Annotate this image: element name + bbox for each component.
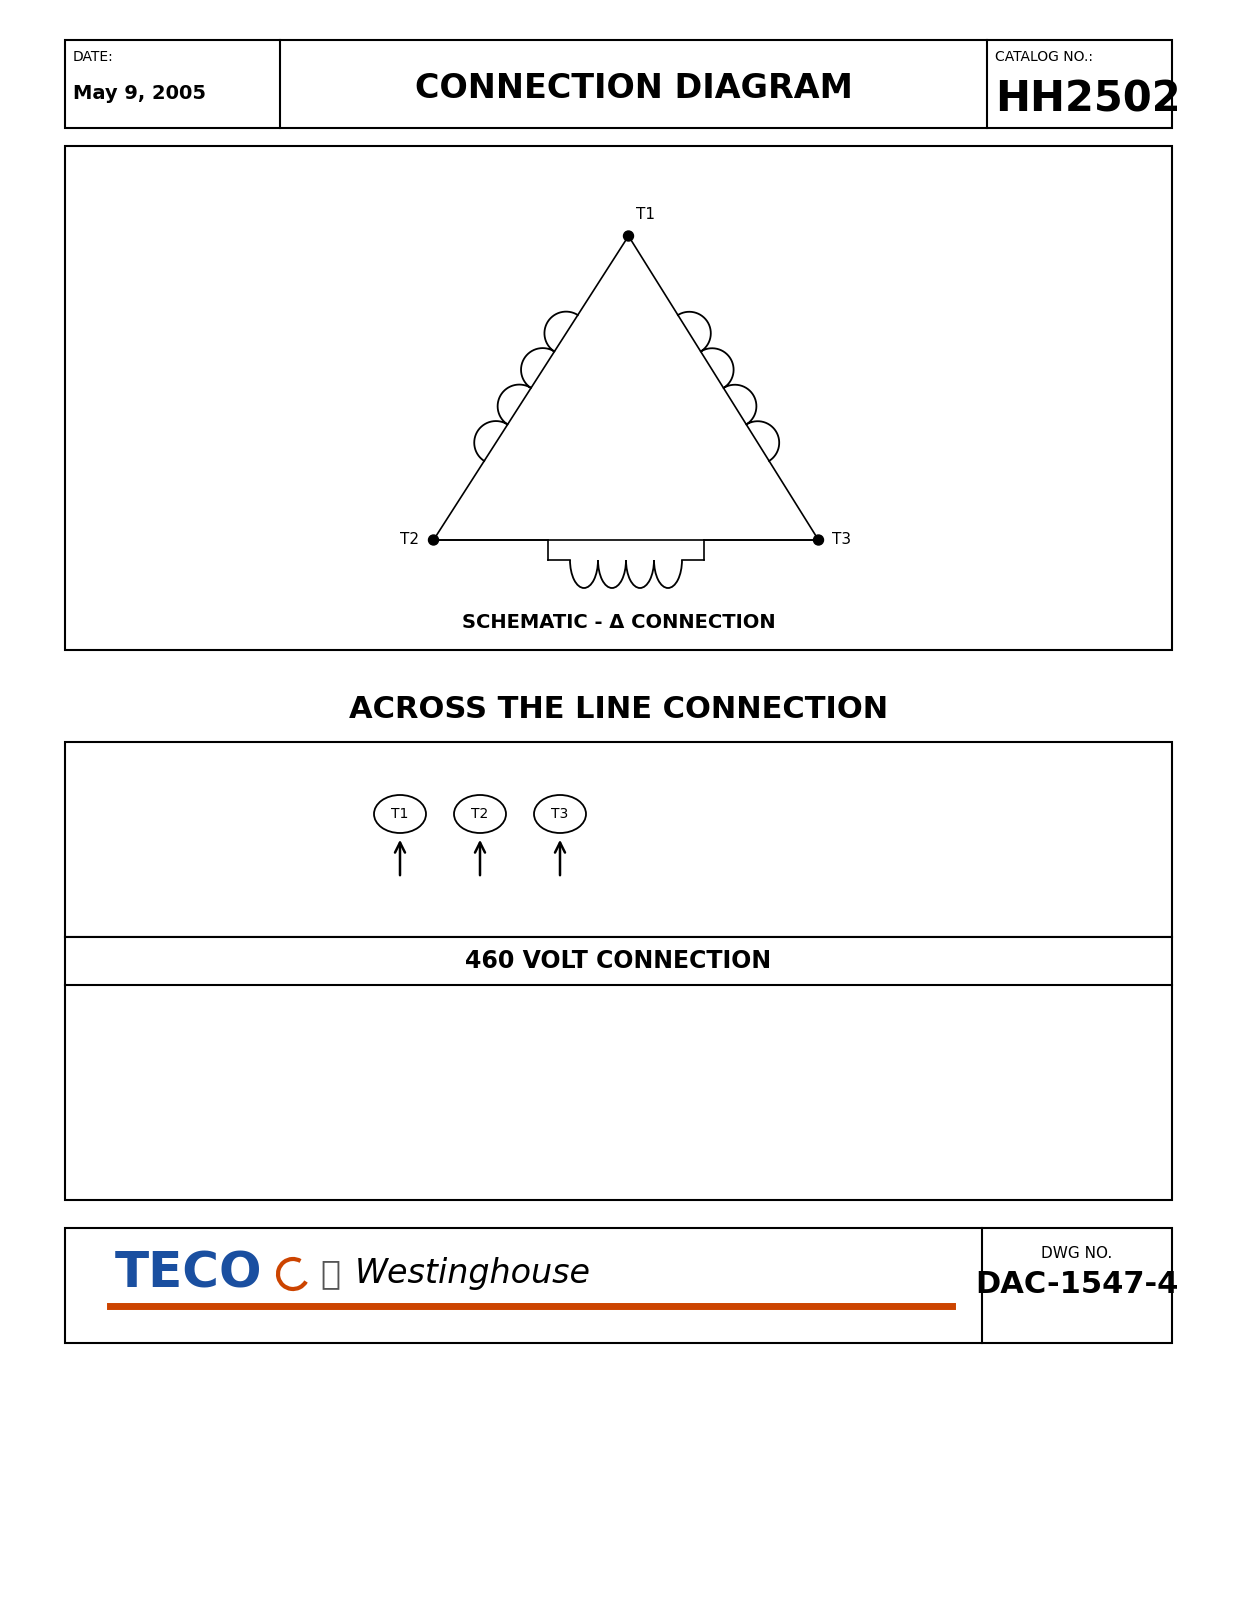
Bar [66,742,1171,938]
Text: T3: T3 [552,806,569,821]
Text: T1: T1 [391,806,408,821]
Text: HH2502: HH2502 [995,78,1180,120]
Text: CATALOG NO.:: CATALOG NO.: [995,50,1094,64]
Text: ACROSS THE LINE CONNECTION: ACROSS THE LINE CONNECTION [349,696,888,725]
Bar [66,40,1171,128]
Text: T3: T3 [833,533,851,547]
Circle shape [814,534,824,546]
Bar [66,938,1171,1200]
Text: T2: T2 [471,806,489,821]
Ellipse shape [454,795,506,834]
Text: SCHEMATIC - Δ CONNECTION: SCHEMATIC - Δ CONNECTION [461,613,776,632]
Text: DATE:: DATE: [73,50,114,64]
Text: DWG NO.: DWG NO. [1042,1246,1112,1261]
Circle shape [428,534,438,546]
Ellipse shape [534,795,586,834]
Text: CONNECTION DIAGRAM: CONNECTION DIAGRAM [414,72,852,104]
Text: T2: T2 [401,533,419,547]
Text: DAC-1547-4: DAC-1547-4 [975,1270,1179,1299]
Text: May 9, 2005: May 9, 2005 [73,83,207,102]
Text: Westinghouse: Westinghouse [355,1258,591,1291]
Bar [66,146,1171,650]
Circle shape [623,230,633,242]
Text: TECO: TECO [115,1250,262,1298]
Text: Ⓦ: Ⓦ [320,1258,340,1291]
Bar [66,1229,1171,1342]
Text: T1: T1 [637,206,656,222]
Ellipse shape [374,795,426,834]
Text: 460 VOLT CONNECTION: 460 VOLT CONNECTION [465,949,772,973]
